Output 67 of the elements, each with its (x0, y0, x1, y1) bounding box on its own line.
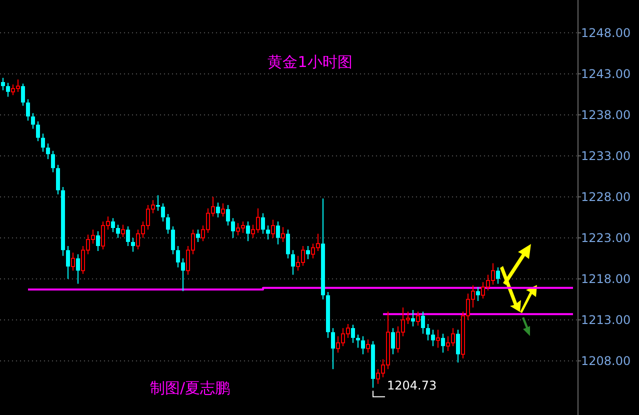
candlestick (131, 237, 135, 252)
candlestick (431, 329, 435, 347)
candlestick (6, 82, 10, 98)
candlestick (1, 77, 5, 91)
candlestick (66, 246, 70, 280)
candlestick (71, 252, 75, 272)
text: 黄金1小时图 (268, 53, 352, 71)
candlestick (441, 333, 445, 354)
candlestick (31, 112, 35, 130)
candlestick (331, 328, 335, 370)
candlestick (121, 224, 125, 238)
candlestick (96, 230, 100, 252)
candlestick (356, 334, 360, 348)
candlestick (226, 204, 230, 226)
candlestick (351, 324, 355, 344)
candlestick (306, 246, 310, 260)
candlestick (196, 229, 200, 242)
annotation: 制图/夏志鹏 (150, 379, 230, 397)
y-tick-label: 1208.00 (581, 354, 631, 368)
candlestick (391, 328, 395, 355)
candlestick (171, 226, 175, 255)
candlestick (276, 220, 280, 245)
y-tick-label: 1228.00 (581, 190, 631, 204)
candlestick (41, 133, 45, 152)
candlestick (231, 218, 235, 238)
candlestick (281, 226, 285, 242)
candlestick (166, 214, 170, 234)
candlestick (221, 202, 225, 218)
candlestick (181, 258, 185, 292)
y-tick-label: 1223.00 (581, 230, 631, 245)
candlestick (366, 339, 370, 354)
candlestick (456, 329, 460, 364)
candlestick (176, 246, 180, 268)
candlestick (416, 311, 420, 326)
y-tick-label: 1218.00 (581, 272, 631, 286)
candlestick (271, 219, 275, 238)
candlestick (246, 220, 250, 242)
candlestick (216, 202, 220, 218)
y-tick-label: 1243.00 (581, 66, 631, 81)
candlestick (161, 202, 165, 222)
candlestick (411, 310, 415, 327)
candlestick (496, 266, 500, 284)
y-tick-label: 1213.00 (581, 312, 631, 327)
candlestick (36, 120, 40, 142)
candlestick (116, 224, 120, 238)
candlestick (286, 229, 290, 259)
candlestick (111, 218, 115, 233)
candlestick (266, 225, 270, 240)
candlestick (291, 250, 295, 276)
candlestick (426, 323, 430, 341)
candlestick (421, 311, 425, 334)
candlestick (361, 336, 365, 355)
y-tick-label: 1233.00 (581, 148, 631, 163)
candlestick (56, 164, 60, 195)
annotation: 1204.73 (387, 378, 437, 393)
candlestick (476, 286, 480, 302)
candlestick (26, 98, 30, 122)
y-tick-label: 1238.00 (581, 108, 631, 122)
candlestick (436, 329, 440, 348)
candlestick (51, 150, 55, 173)
candlestick (76, 254, 80, 284)
candlestick (126, 226, 130, 247)
candlestick (261, 212, 265, 234)
candlestick (156, 194, 160, 212)
candlestick (46, 143, 50, 160)
candlestick (21, 83, 25, 106)
y-tick-label: 1248.00 (581, 26, 631, 40)
